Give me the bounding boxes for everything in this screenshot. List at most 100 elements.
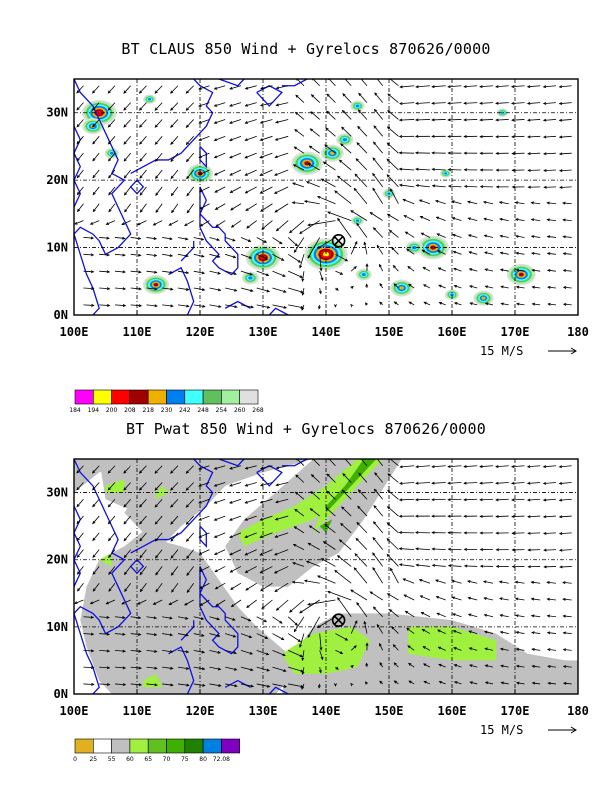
wind-vector (483, 217, 494, 221)
wind-vector (229, 465, 242, 470)
coastline-10 (281, 459, 308, 467)
wind-vector (185, 532, 195, 542)
wind-vector (499, 234, 509, 238)
wind-vector (287, 253, 302, 263)
wind-vector (199, 582, 210, 589)
wind-vector (209, 616, 221, 621)
wind-vector (230, 582, 242, 590)
wind-vector (154, 102, 163, 111)
colorbar-label: 72.08 (213, 756, 230, 763)
wind-vector (337, 597, 352, 618)
wind-vector (431, 118, 446, 122)
wind-vector (287, 237, 299, 247)
wind-vector (562, 201, 572, 205)
wind-vector (139, 203, 147, 213)
wind-vector (499, 647, 509, 651)
lat-tick-label: 20N (46, 553, 68, 567)
wind-vector (199, 203, 210, 210)
wind-vector (414, 151, 430, 155)
wind-vector (170, 136, 179, 145)
wind-vector (415, 85, 430, 89)
wind-vector (123, 186, 132, 196)
wind-vector (546, 235, 556, 239)
wind-vector (515, 251, 525, 255)
wind-vector (495, 185, 509, 189)
wind-vector (499, 268, 509, 272)
wind-vector (256, 616, 268, 623)
wind-vector (495, 101, 509, 105)
wind-vector (139, 566, 147, 576)
wind-vector (301, 683, 305, 690)
wind-vector (213, 169, 226, 176)
wind-vector (301, 287, 305, 296)
wind-vector (146, 287, 158, 291)
wind-vector (114, 632, 126, 636)
wind-vector (447, 514, 462, 518)
wind-vector (294, 491, 305, 500)
wind-vector (408, 680, 415, 685)
wind-vector (337, 217, 352, 238)
wind-vector (421, 249, 431, 255)
wind-vector (558, 532, 572, 535)
wind-vector (372, 141, 384, 154)
wind-vector (76, 532, 84, 542)
wind-vector (379, 680, 383, 685)
cloud-contour-0-7 (96, 110, 102, 115)
wind-vector (74, 220, 84, 225)
colorbar-swatch (221, 738, 240, 754)
wind-vector (369, 212, 383, 221)
lat-tick-label: 0N (54, 308, 68, 322)
wind-vector (373, 125, 384, 137)
wind-vector (350, 620, 358, 634)
wind-vector (511, 118, 525, 122)
wind-vector (558, 135, 572, 139)
wind-vector (209, 304, 222, 308)
lon-tick-label: 160E (438, 325, 467, 339)
colorbar-swatch (147, 389, 167, 405)
wind-vector (431, 514, 446, 518)
colorbar-swatch (202, 738, 222, 754)
wind-vector (530, 218, 541, 222)
wind-vector (108, 582, 116, 592)
wind-vector (558, 152, 572, 156)
lon-tick-label: 180 (567, 704, 589, 718)
wind-vector (105, 599, 116, 605)
wind-vector (415, 465, 430, 469)
wind-vector (272, 633, 285, 641)
wind-vector (404, 610, 415, 618)
wind-vector (453, 284, 462, 289)
wind-vector (155, 186, 163, 196)
wind-vector (184, 599, 194, 606)
wind-vector (393, 680, 399, 685)
wind-vector (364, 681, 369, 685)
wind-vector (299, 254, 305, 269)
wind-vector (467, 580, 478, 584)
wind-vector (359, 79, 368, 87)
wind-vector (386, 158, 399, 171)
wind-vector (214, 582, 226, 590)
wind-vector (146, 253, 158, 257)
cloud-contour-10-6 (518, 272, 524, 277)
wind-vector (225, 633, 237, 638)
lat-tick-label: 10N (46, 620, 68, 634)
wind-vector (336, 175, 352, 188)
wind-vector (484, 664, 494, 668)
wind-vector (483, 613, 494, 618)
wind-vector (275, 85, 289, 90)
wind-vector (130, 287, 142, 291)
wind-vector (83, 236, 95, 240)
wind-vector (386, 522, 399, 534)
wind-vector (114, 287, 127, 291)
wind-vector (515, 631, 525, 634)
wind-vector (92, 136, 100, 145)
wind-vector (83, 270, 95, 274)
wind-vector (452, 613, 462, 618)
coastline-0 (74, 459, 132, 694)
wind-vector (99, 253, 111, 257)
wind-vector (228, 515, 242, 521)
wind-vector (108, 152, 116, 162)
wind-vector (547, 302, 556, 306)
wind-vector (558, 85, 572, 89)
wind-vector (256, 666, 271, 672)
wind-vector (320, 178, 336, 188)
